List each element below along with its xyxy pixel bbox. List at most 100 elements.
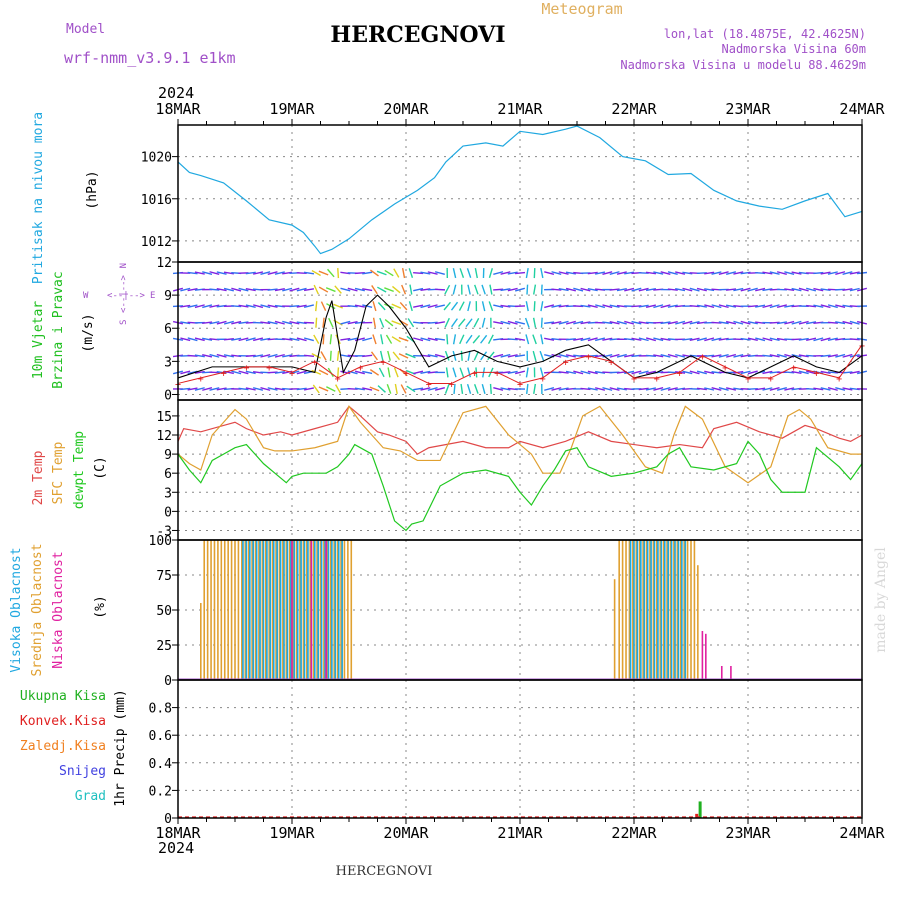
wind-arrow — [354, 370, 365, 375]
gust-marker: + — [289, 368, 295, 379]
wind-arrow — [340, 354, 351, 358]
wind-arrow — [835, 271, 846, 276]
wind-arrow — [580, 304, 591, 308]
wind-arrow — [645, 271, 657, 275]
wind-arrow — [223, 287, 234, 292]
wind-arrow — [318, 369, 329, 376]
wind-ytick-label: 3 — [164, 355, 172, 370]
wind-arrow — [507, 287, 518, 292]
wind-arrow — [544, 321, 555, 325]
wind-arrow — [733, 353, 744, 358]
wind-arrow — [180, 287, 191, 292]
wind-arrow — [489, 284, 493, 295]
wind-arrow — [718, 271, 729, 275]
gust-marker: + — [426, 379, 432, 390]
wind-arrow — [827, 354, 838, 358]
wind-arrow — [565, 287, 576, 292]
top-tick-label: 20MAR — [383, 100, 429, 118]
wind-arrow — [762, 288, 773, 292]
wind-arrow — [452, 284, 457, 295]
wind-arrow — [267, 320, 278, 325]
gust-marker: + — [722, 363, 728, 374]
wind-arrow — [434, 271, 445, 276]
wind-arrow — [726, 353, 737, 358]
wind-arrow — [370, 269, 379, 277]
wind-arrow — [296, 287, 307, 292]
wind-arrow — [558, 288, 569, 292]
wind-arrow — [616, 287, 627, 292]
wind-arrow — [725, 320, 737, 325]
wind-arrow — [335, 384, 342, 394]
wind-arrow — [187, 337, 198, 342]
wind-arrow — [459, 268, 465, 278]
precip-bar — [698, 801, 702, 818]
gust-marker: + — [221, 368, 227, 379]
gust-marker: + — [836, 374, 842, 385]
wind-arrow — [194, 354, 205, 358]
wind-arrow — [609, 304, 620, 308]
wind-arrow — [849, 271, 860, 275]
pressure-ytick-label: 1012 — [141, 235, 172, 250]
wind-arrow — [312, 384, 320, 394]
wind-arrow — [245, 337, 256, 342]
wind-arrow — [320, 301, 327, 311]
wind-arrows — [172, 267, 868, 395]
wind-arrow — [452, 367, 457, 378]
temp-label-2m: 2m Temp — [31, 450, 46, 505]
wind-arrow — [587, 271, 598, 275]
wind-arrow — [667, 288, 678, 291]
wind-arrow — [776, 304, 787, 309]
wind-arrow — [842, 371, 853, 374]
gust-marker: + — [745, 374, 751, 385]
wind-arrow — [231, 287, 242, 292]
wind-arrow — [328, 317, 334, 328]
credit-watermark: made by Angel — [873, 547, 889, 653]
wind-arrow — [377, 302, 386, 311]
wind-arrow — [267, 353, 278, 358]
wind-arrow — [631, 370, 642, 375]
wind-arrow — [533, 383, 537, 395]
precip-ytick-label: 0.8 — [149, 702, 172, 717]
wind-arrow — [238, 321, 249, 325]
wind-unit: (m/s) — [81, 313, 96, 352]
wind-arrow — [427, 321, 438, 324]
wind-arrow — [194, 337, 205, 342]
temperature-ytick-label: 12 — [156, 429, 172, 444]
wind-arrow — [452, 268, 457, 279]
wind-arrow — [466, 268, 472, 279]
wind-arrow — [460, 350, 463, 361]
wind-arrow — [704, 370, 715, 375]
wind-arrow — [645, 337, 656, 342]
wind-arrow — [202, 337, 213, 341]
wind-arrow — [631, 305, 642, 308]
wind-arrow — [434, 304, 445, 308]
wind-arrow — [473, 351, 480, 361]
wind-arrow — [540, 317, 543, 328]
wind-arrow — [303, 271, 315, 275]
wind-arrow — [289, 337, 300, 341]
wind-arrow — [813, 387, 824, 391]
temp-unit: (C) — [93, 456, 108, 479]
wind-arrow — [827, 386, 838, 391]
gust-marker: + — [380, 357, 386, 368]
wind-arrow — [354, 287, 365, 292]
wind-arrow — [354, 272, 365, 275]
wind-arrow — [187, 271, 198, 275]
wind-arrow — [827, 271, 838, 275]
wind-arrow — [609, 353, 620, 358]
wind-arrow — [835, 288, 846, 291]
product-name: Meteogram — [541, 0, 622, 18]
wind-arrow — [459, 367, 465, 378]
wind-arrow — [296, 337, 307, 342]
wind-arrow — [558, 320, 569, 325]
wind-arrow — [493, 353, 504, 358]
wind-arrow — [427, 354, 438, 358]
wind-arrow — [444, 284, 451, 295]
wind-arrow — [653, 354, 664, 358]
wind-arrow — [514, 320, 526, 325]
wind-arrow — [413, 337, 424, 342]
wind-arrow — [747, 304, 758, 308]
temp-series-2m-temp — [177, 405, 863, 455]
wind-arrow — [747, 337, 758, 342]
